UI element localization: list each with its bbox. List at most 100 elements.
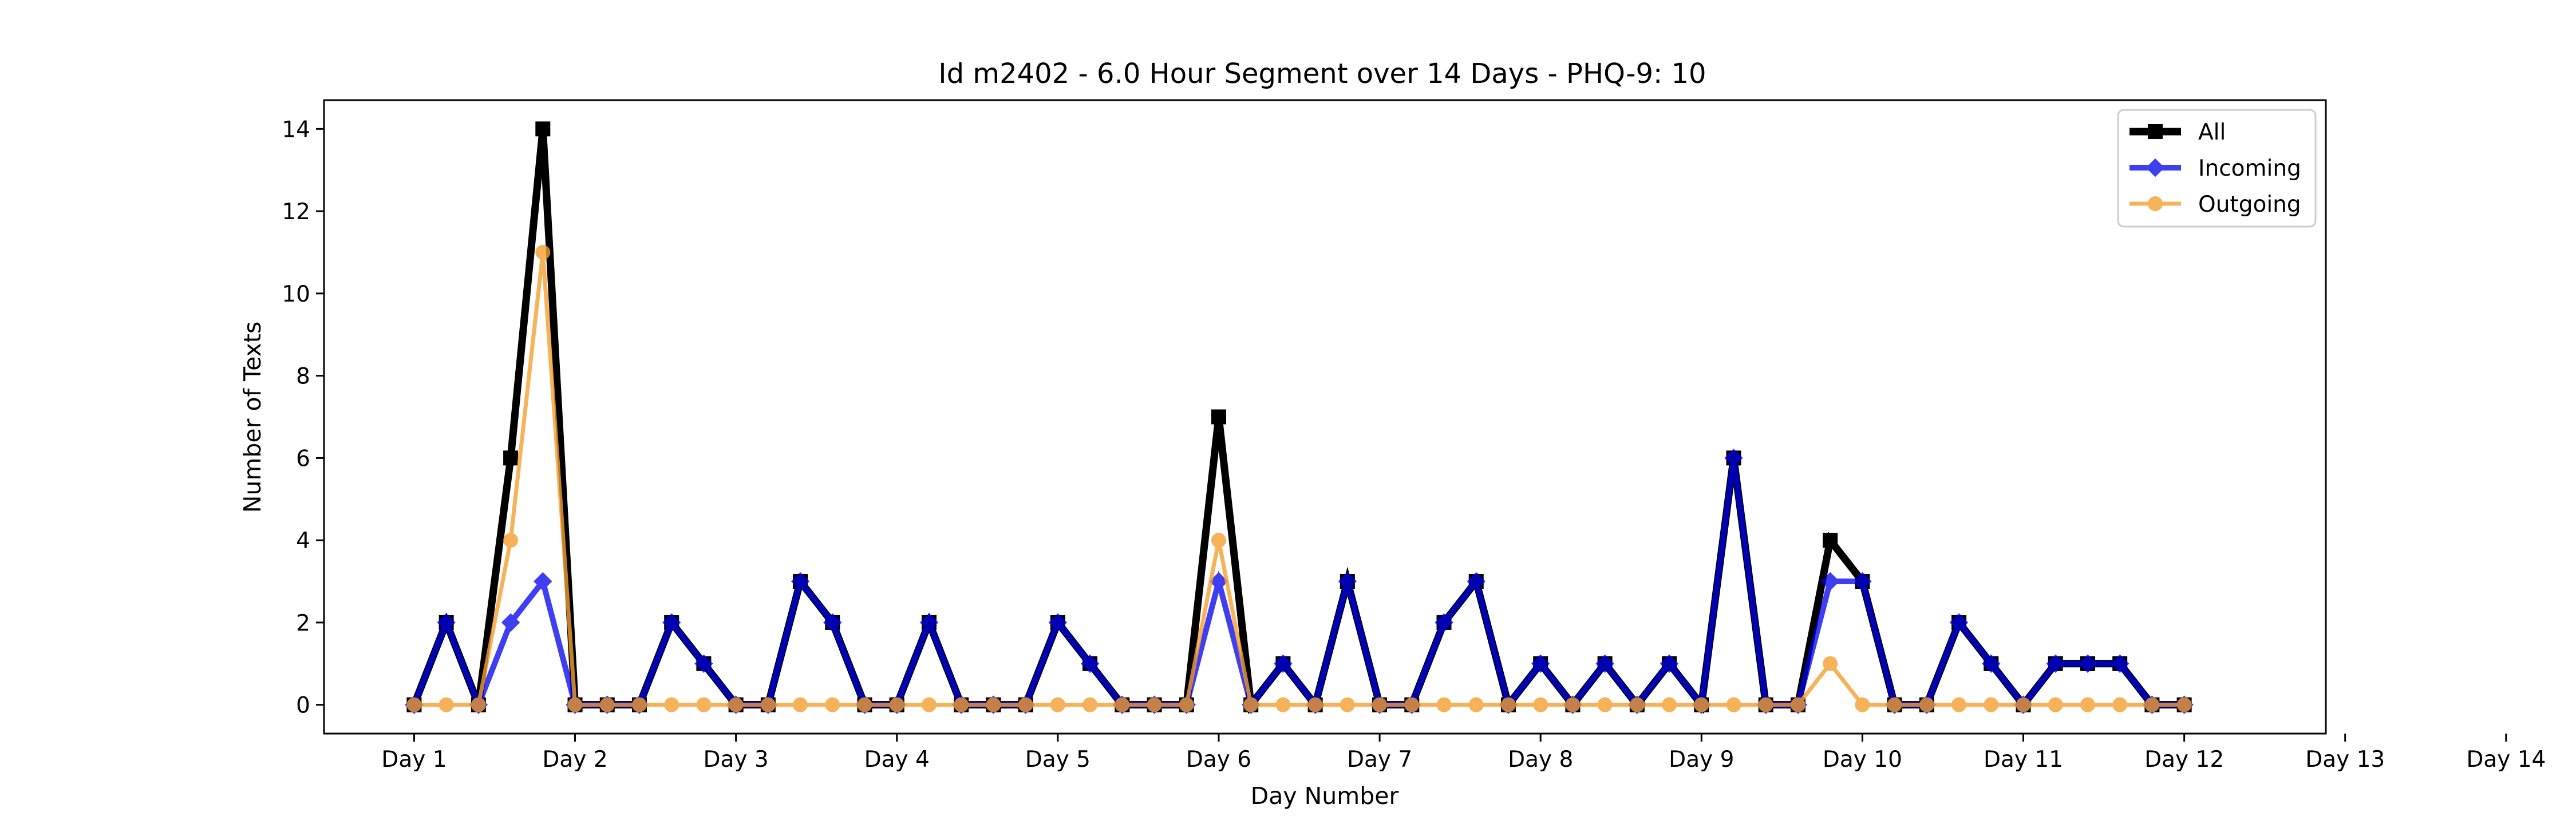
data-point-outgoing [1855, 697, 1870, 712]
chart-title: Id m2402 - 6.0 Hour Segment over 14 Days… [938, 58, 1706, 90]
data-point-outgoing [438, 697, 454, 712]
data-point-outgoing [857, 697, 872, 712]
data-point-incoming [1467, 572, 1485, 591]
data-point-outgoing [1823, 656, 1838, 671]
data-point-incoming [1531, 654, 1550, 674]
data-point-outgoing [1597, 697, 1613, 712]
series-layer [405, 121, 2194, 715]
legend-marker-incoming [2146, 158, 2165, 177]
legend-marker-all [2148, 124, 2163, 139]
data-point-outgoing [1307, 697, 1323, 712]
x-tick-label: Day 8 [1508, 747, 1573, 772]
data-point-outgoing [1179, 697, 1194, 712]
data-point-outgoing [1082, 697, 1098, 712]
data-point-outgoing [406, 697, 422, 712]
data-point-outgoing [1662, 697, 1677, 712]
data-point-outgoing [1147, 697, 1162, 712]
data-point-outgoing [1404, 697, 1420, 712]
data-point-incoming [823, 613, 842, 632]
legend-item-outgoing [2129, 196, 2181, 211]
data-point-outgoing [1758, 697, 1773, 712]
y-tick-label: 2 [296, 611, 310, 636]
y-tick-label: 12 [282, 199, 310, 225]
data-point-incoming [1338, 572, 1357, 591]
data-point-incoming [791, 572, 810, 591]
data-point-incoming [919, 613, 939, 632]
data-point-incoming [1274, 654, 1293, 674]
data-point-outgoing [2016, 697, 2031, 712]
data-point-outgoing [1211, 533, 1226, 548]
data-point-outgoing [1468, 697, 1484, 712]
data-point-outgoing [1243, 697, 1259, 712]
x-tick-label: Day 9 [1669, 747, 1734, 772]
plot-area [323, 99, 2327, 735]
data-point-outgoing [1951, 697, 1967, 712]
data-point-outgoing [503, 533, 519, 548]
data-point-outgoing [1629, 697, 1645, 712]
data-point-outgoing [954, 697, 969, 712]
x-tick-label: Day 5 [1025, 747, 1091, 772]
data-point-outgoing [567, 697, 583, 712]
data-point-incoming [501, 613, 520, 632]
x-axis: Day 1 Day 2 Day 3 Day 4 Day 5 Day 6 Day 7 Day 8… [381, 734, 2546, 772]
data-point-outgoing [986, 697, 1001, 712]
data-point-outgoing [2112, 697, 2128, 712]
y-tick-label: 10 [282, 282, 310, 307]
legend-item-all [2129, 124, 2181, 139]
data-point-outgoing [2048, 697, 2063, 712]
data-point-outgoing [1887, 697, 1902, 712]
data-point-incoming [1724, 449, 1743, 468]
data-point-outgoing [1115, 697, 1130, 712]
legend-label-incoming: Incoming [2198, 156, 2301, 181]
data-point-outgoing [889, 697, 904, 712]
data-point-outgoing [1565, 697, 1581, 712]
x-tick-label: Day 1 [381, 747, 447, 772]
x-axis-label: Day Number [1251, 782, 1399, 810]
data-point-incoming [1982, 654, 2001, 674]
x-tick-label: Day 14 [2466, 747, 2546, 772]
series-outgoing [406, 244, 2192, 712]
series-line-all [410, 128, 2184, 715]
x-tick-label: Day 13 [2305, 747, 2385, 772]
x-tick-label: Day 12 [2144, 747, 2224, 772]
data-point-outgoing [535, 244, 551, 260]
data-point-incoming [1080, 654, 1100, 674]
data-point-outgoing [1050, 697, 1065, 712]
data-point-incoming [1853, 572, 1872, 591]
legend-marker-outgoing [2148, 196, 2163, 211]
data-point-incoming [1820, 572, 1840, 591]
x-tick-label: Day 2 [542, 747, 607, 772]
data-point-outgoing [1436, 697, 1452, 712]
data-point-outgoing [921, 697, 937, 712]
data-point-outgoing [631, 697, 647, 712]
data-point-outgoing [2144, 697, 2160, 712]
data-point-outgoing [1533, 697, 1548, 712]
legend-box [2117, 109, 2317, 228]
data-point-outgoing [793, 697, 808, 712]
legend: All Incoming Outgoing [2117, 109, 2317, 228]
data-point-outgoing [2176, 697, 2192, 712]
data-point-outgoing [1694, 697, 1709, 712]
series-incoming [405, 449, 2194, 714]
y-tick-label: 14 [282, 117, 310, 142]
data-point-outgoing [1372, 697, 1388, 712]
data-point-all [1211, 409, 1226, 425]
x-tick-label: Day 6 [1186, 747, 1251, 772]
y-tick-label: 8 [296, 364, 310, 390]
data-point-outgoing [760, 697, 776, 712]
y-tick-label: 0 [296, 693, 310, 719]
data-point-incoming [1209, 572, 1228, 591]
y-axis-label: Number of Texts [239, 322, 266, 513]
data-point-outgoing [1984, 697, 1999, 712]
data-point-outgoing [825, 697, 840, 712]
data-point-all [1823, 533, 1838, 548]
data-point-incoming [1660, 654, 1679, 674]
data-point-outgoing [696, 697, 712, 712]
data-point-incoming [1595, 654, 1614, 674]
x-tick-label: Day 10 [1823, 747, 1902, 772]
data-point-incoming [694, 654, 713, 674]
x-tick-label: Day 4 [864, 747, 930, 772]
data-point-incoming [437, 613, 456, 632]
data-point-outgoing [1340, 697, 1355, 712]
